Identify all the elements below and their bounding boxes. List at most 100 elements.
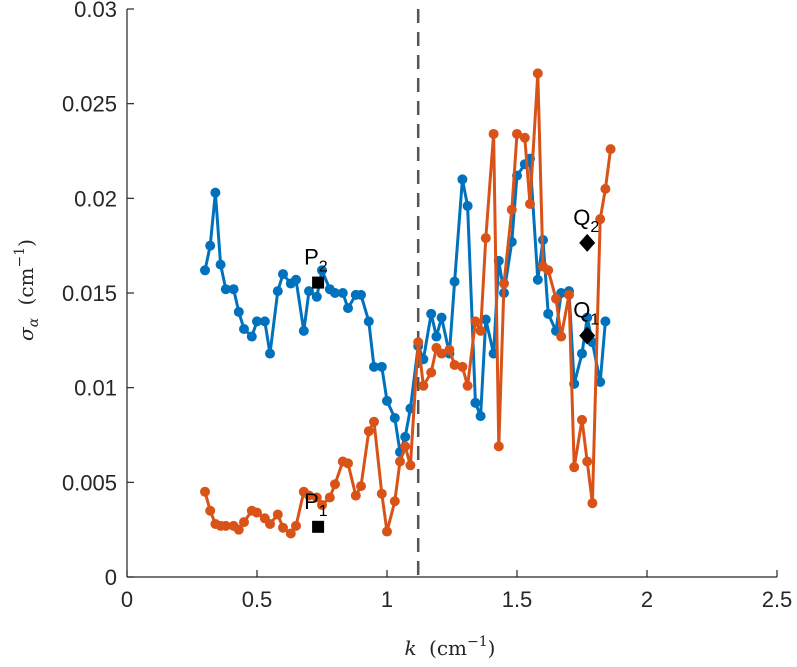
annotation-p1: P1 [304, 489, 328, 520]
series-1-point [369, 361, 379, 372]
series-2-point [462, 380, 473, 391]
x-tick-label: 0.5 [242, 587, 273, 612]
series-1-point [246, 331, 257, 342]
series-1-point [317, 265, 327, 276]
series-2-point [356, 481, 366, 492]
series-2-point [330, 479, 340, 490]
series-2-point [291, 520, 301, 531]
x-tick-label: 1 [381, 587, 393, 612]
series-1-point [449, 276, 460, 287]
series-2-point [600, 183, 611, 194]
series-1-point [304, 286, 314, 297]
x-tick-label: 0 [121, 587, 133, 612]
y-tick-label: 0.03 [74, 0, 117, 22]
series-2-point [488, 128, 499, 139]
series-2-point [395, 456, 405, 467]
series-2-point [525, 199, 535, 210]
series-1-point [389, 412, 400, 423]
series-1-point [480, 314, 491, 325]
series-1-point [210, 187, 221, 198]
series-1-point [356, 289, 366, 300]
series-2-point [376, 488, 387, 499]
series-2-point [564, 289, 574, 300]
series-2-point [506, 204, 517, 215]
series-2-point [317, 500, 327, 511]
series-1-point [400, 431, 411, 442]
series-2-point [551, 293, 561, 304]
series-1-point [600, 316, 611, 327]
series-1-point [457, 174, 468, 185]
series-1-point [382, 395, 392, 406]
plot-area: P2 P1 Q2 Q1 [200, 9, 616, 577]
series-2-point [582, 456, 593, 467]
series-1-point [532, 274, 543, 285]
series-1-point [205, 240, 216, 251]
y-tick-label: 0.005 [62, 470, 117, 495]
series-1-point [291, 274, 301, 285]
series-2-point [595, 214, 606, 225]
series-1-point [595, 376, 606, 387]
series-2-point [205, 505, 216, 516]
series-1-point [298, 325, 309, 336]
series-2-point [343, 458, 353, 469]
series-1-point [363, 316, 374, 327]
series-2-point [369, 416, 379, 427]
series-1-point [311, 291, 322, 302]
marker-p2 [312, 276, 325, 289]
series-2-point [350, 490, 361, 501]
series-2-point [457, 361, 468, 372]
series-1-point [220, 284, 231, 295]
x-tick-label: 2 [641, 587, 653, 612]
series-1-point [426, 308, 437, 319]
series-2-point [382, 526, 392, 537]
axes: 0 0.5 1 1.5 2 2.5 0 0.005 0.01 0.015 0.02 0.025 0.03 [62, 0, 792, 612]
series-1-point [577, 348, 587, 359]
marker-q1 [579, 326, 596, 345]
y-tick-label: 0.02 [74, 186, 117, 211]
y-tick-label: 0 [105, 565, 117, 590]
series-2-point [444, 344, 455, 355]
series-2-point [324, 492, 335, 503]
y-tick-label: 0.025 [62, 92, 117, 117]
series-2-point [278, 522, 288, 533]
series-2-point [400, 441, 411, 452]
annotation-q2: Q2 [573, 205, 599, 236]
series-2-point [449, 359, 460, 370]
series-1-line [203, 157, 607, 454]
series-2-point [587, 498, 598, 509]
x-axis-label: k (cm−1) [405, 634, 496, 660]
series-2-point [233, 524, 244, 535]
series-2-point [418, 380, 429, 391]
series-2-point [363, 426, 374, 437]
series-1-point [252, 316, 262, 327]
series-1-point [233, 306, 244, 317]
series-1-point [470, 397, 481, 408]
series-2-point [532, 68, 543, 79]
series-2-point [426, 367, 437, 378]
series-1-point [475, 411, 486, 422]
series-2-point [493, 441, 504, 452]
y-axis-label: σα (cm−1) [12, 239, 43, 341]
series-1-point [200, 265, 210, 276]
series-2-point [389, 496, 400, 507]
series-1-point [228, 284, 239, 295]
series-2-point [605, 144, 616, 155]
series-2-point [475, 325, 486, 336]
series-1-point [278, 269, 288, 280]
series-2-point [480, 233, 491, 244]
series-2-point [252, 507, 262, 518]
series-1-point [265, 348, 275, 359]
annotation-p2: P2 [304, 245, 328, 276]
series-2-point [470, 316, 481, 327]
series-1-point [431, 331, 442, 342]
series-2-point [220, 520, 231, 531]
series-2-point [285, 528, 296, 539]
series-2-point [512, 128, 522, 139]
series-1-point [343, 303, 353, 314]
series-1-point [215, 259, 226, 270]
series-1-point [272, 286, 283, 297]
series-1-point [543, 308, 554, 319]
series-2-point [405, 460, 416, 471]
annotation-q1: Q1 [573, 298, 599, 329]
series-2-point [543, 265, 554, 276]
